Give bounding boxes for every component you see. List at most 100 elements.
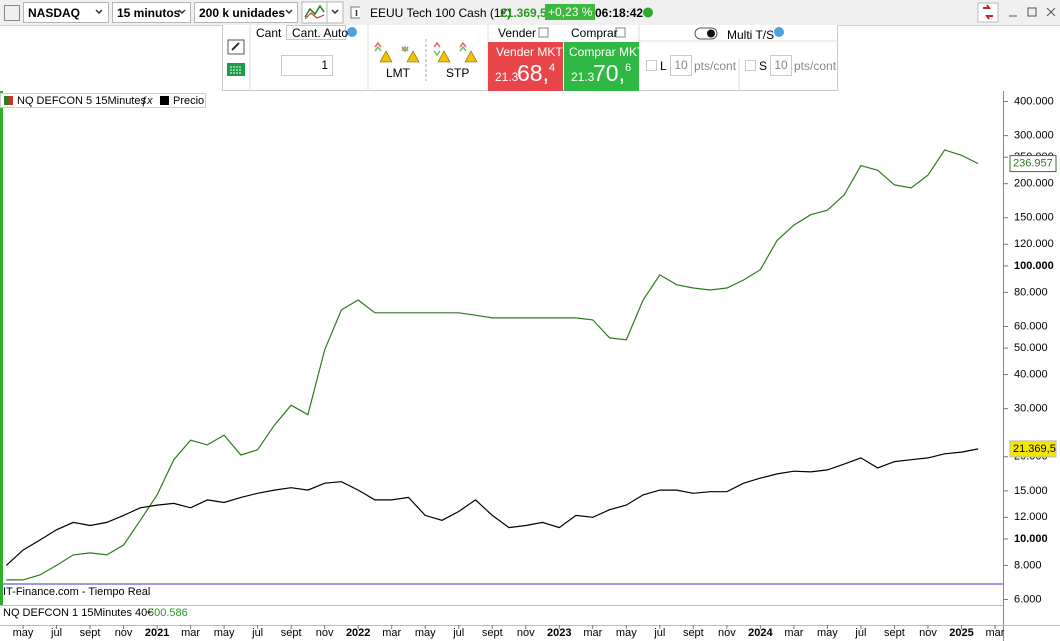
timeframe-dropdown[interactable]: 15 minutos	[112, 2, 191, 23]
x-tick-label: mar	[986, 627, 1005, 639]
source-label: IT-Finance.com - Tiempo Real	[3, 586, 150, 598]
x-tick-label: mar	[784, 627, 803, 639]
plot-area	[3, 149, 1003, 585]
x-tick-label: sept	[482, 627, 503, 639]
units: 200 k unidades	[199, 6, 286, 20]
long-points: 10	[674, 58, 688, 72]
x-tick-label: may	[13, 627, 34, 639]
buy-price-prefix: 21.3	[571, 70, 595, 84]
quantity-label: Cant	[256, 26, 282, 40]
y-tick-label: 200.000	[1014, 178, 1054, 190]
y-tick-label: 30.000	[1014, 403, 1048, 415]
legend-label: NQ DEFCON 5 15Minutes	[17, 95, 146, 107]
y-tick-label: 80.000	[1014, 286, 1048, 298]
window-controls	[643, 2, 1056, 23]
auto-quantity: Cant. Auto	[292, 26, 349, 40]
auto-quantity-button[interactable]: Cant. Auto	[286, 25, 349, 40]
buy-button-label: Comprar MKT	[569, 45, 645, 59]
series-line	[6, 149, 979, 581]
x-tick-label: mar	[181, 627, 200, 639]
multi-ts[interactable]: Multi T/S	[727, 28, 775, 42]
stop-order[interactable]: STP	[446, 66, 470, 80]
price-change: +0,23 %	[545, 4, 596, 20]
last-value-label: 21.369,5	[1013, 443, 1056, 455]
x-tick-label: may	[817, 627, 838, 639]
timeframe: 15 minutos	[117, 6, 181, 20]
sell-label: Vender	[498, 26, 537, 40]
last-value-box	[1009, 440, 1057, 458]
short-unit: pts/cont	[794, 59, 837, 73]
y-tick-label: 60.000	[1014, 320, 1048, 332]
x-tick-label: 2021	[145, 627, 169, 639]
series-line	[5, 448, 979, 566]
x-tick-label: nov	[919, 627, 937, 639]
short-checkbox[interactable]	[745, 60, 756, 71]
x-tick-label: nov	[115, 627, 133, 639]
indicator-value: 500.586	[148, 607, 188, 619]
x-tick-label: may	[616, 627, 637, 639]
sell-button[interactable]: Vender MKT 21.3 68, 4	[488, 42, 563, 91]
long-unit: pts/cont	[694, 59, 737, 73]
y-tick-label: 100.000	[1014, 260, 1054, 272]
buy-price-suffix: 6	[625, 62, 632, 74]
instrument: NASDAQ	[28, 6, 81, 20]
y-tick-label: 40.000	[1014, 368, 1048, 380]
x-tick-label: 2022	[346, 627, 370, 639]
y-tick-label: 6.000	[1014, 593, 1042, 605]
long-checkbox[interactable]	[646, 60, 657, 71]
x-tick-label: sept	[884, 627, 905, 639]
units-dropdown[interactable]: 200 k unidades	[194, 2, 298, 23]
x-tick-label: nov	[316, 627, 334, 639]
y-tick-label: 400.000	[1014, 95, 1054, 107]
y-tick-label: 300.000	[1014, 130, 1054, 142]
sell-price-prefix: 21.3	[495, 70, 519, 84]
x-tick-label: sept	[80, 627, 101, 639]
y-tick-label: 12.000	[1014, 511, 1048, 523]
x-tick-label: jul	[653, 627, 665, 639]
x-tick-label: 2025	[949, 627, 973, 639]
y-tick-label: 15.000	[1014, 485, 1048, 497]
legend-swatch	[4, 96, 9, 105]
x-tick-label: 2024	[748, 627, 773, 639]
fx-icon[interactable]: ƒx	[141, 95, 153, 107]
y-tick-label: 50.000	[1014, 342, 1048, 354]
x-tick-label: jul	[251, 627, 263, 639]
x-tick-label: nov	[718, 627, 736, 639]
buy-button[interactable]: Comprar MKT 21.3 70, 6	[564, 42, 644, 91]
x-tick-label: 2023	[547, 627, 571, 639]
last-value-label: 236.957	[1013, 157, 1053, 169]
limit-order[interactable]: LMT	[386, 66, 410, 80]
order-panel-decor	[227, 25, 838, 91]
y-tick-label: 10.000	[1014, 533, 1048, 545]
sell-price-main: 68,	[517, 60, 549, 86]
quantity-input[interactable]: 1	[281, 55, 333, 76]
x-tick-label: may	[214, 627, 235, 639]
instrument-dropdown[interactable]: NASDAQ	[23, 2, 109, 23]
short-points: 10	[774, 58, 788, 72]
product-name: EEUU Tech 100 Cash (1€)	[370, 6, 512, 20]
chart: ƒx IT-Finance.com - Tiempo Real NQ DEFCO…	[0, 91, 1060, 641]
x-tick-label: mar	[382, 627, 401, 639]
x-tick-label: jul	[50, 627, 62, 639]
x-tick-label: jul	[452, 627, 464, 639]
y-tick-label: 120.000	[1014, 238, 1054, 250]
short-points-input[interactable]: 10	[770, 55, 792, 76]
long-points-input[interactable]: 10	[670, 55, 692, 76]
indicator-label: NQ DEFCON 1 15Minutes 40€	[3, 607, 153, 619]
x-tick-label: nov	[517, 627, 535, 639]
y-tick-label: 8.000	[1014, 559, 1042, 571]
legend-label: Precio	[173, 95, 204, 107]
last-price: 21.369,5	[500, 6, 547, 20]
buy-label: Comprar	[571, 26, 618, 40]
sell-price-suffix: 4	[549, 62, 556, 74]
x-tick-label: mar	[583, 627, 602, 639]
y-tick-label: 150.000	[1014, 212, 1054, 224]
x-tick-label: may	[415, 627, 436, 639]
long-label: L	[660, 59, 667, 73]
link-icon[interactable]	[4, 5, 20, 21]
x-tick-label: jul	[854, 627, 866, 639]
x-tick-label: sept	[683, 627, 704, 639]
quantity: 1	[321, 58, 328, 72]
